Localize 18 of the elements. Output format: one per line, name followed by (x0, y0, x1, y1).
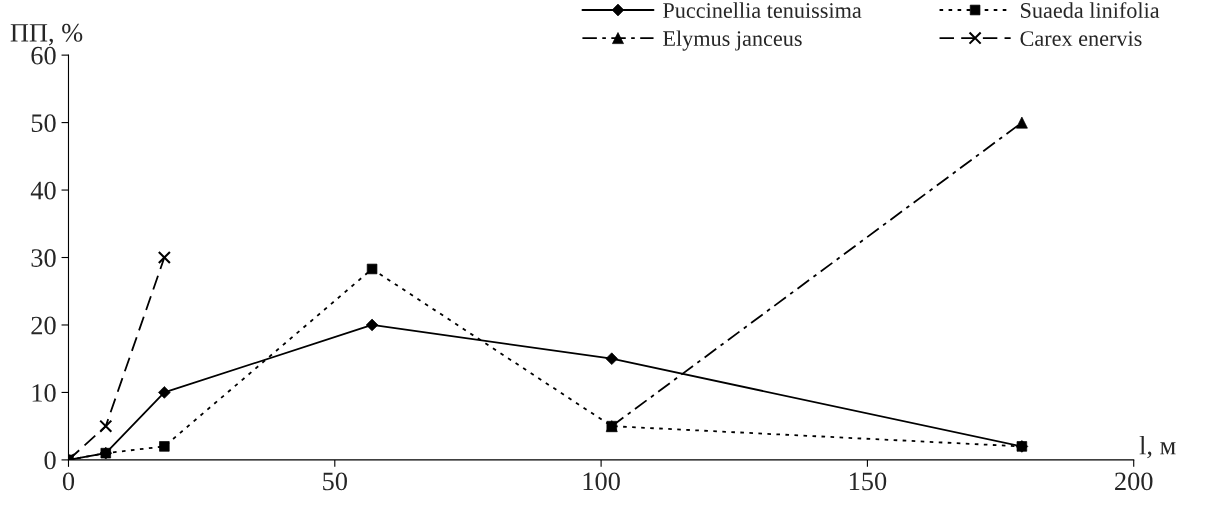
y-tick-label: 30 (31, 249, 56, 267)
legend-label: Elymus janceus (663, 30, 802, 51)
x-tick-label: 150 (849, 472, 887, 491)
y-tick-label: 20 (31, 316, 56, 335)
x-tick-label: 200 (1115, 472, 1153, 491)
y-tick-label: 50 (31, 114, 56, 132)
y-tick-label: 10 (32, 384, 56, 402)
x-tick-label: 100 (583, 472, 620, 491)
y-tick-label: 0 (44, 451, 56, 470)
legend-label: Carex enervis (1020, 31, 1142, 47)
y-tick-label: 40 (30, 181, 56, 200)
x-tick-label: 0 (62, 472, 75, 491)
legend-label: Puccinellia tenuissima (663, 2, 862, 18)
x-tick-label: 50 (323, 472, 347, 491)
y-axis-title: ПП, % (10, 23, 83, 46)
x-axis-title: l, м (1139, 435, 1176, 459)
legend-label: Suaeda linifolia (1021, 2, 1160, 18)
y-tick-label: 60 (31, 46, 56, 65)
